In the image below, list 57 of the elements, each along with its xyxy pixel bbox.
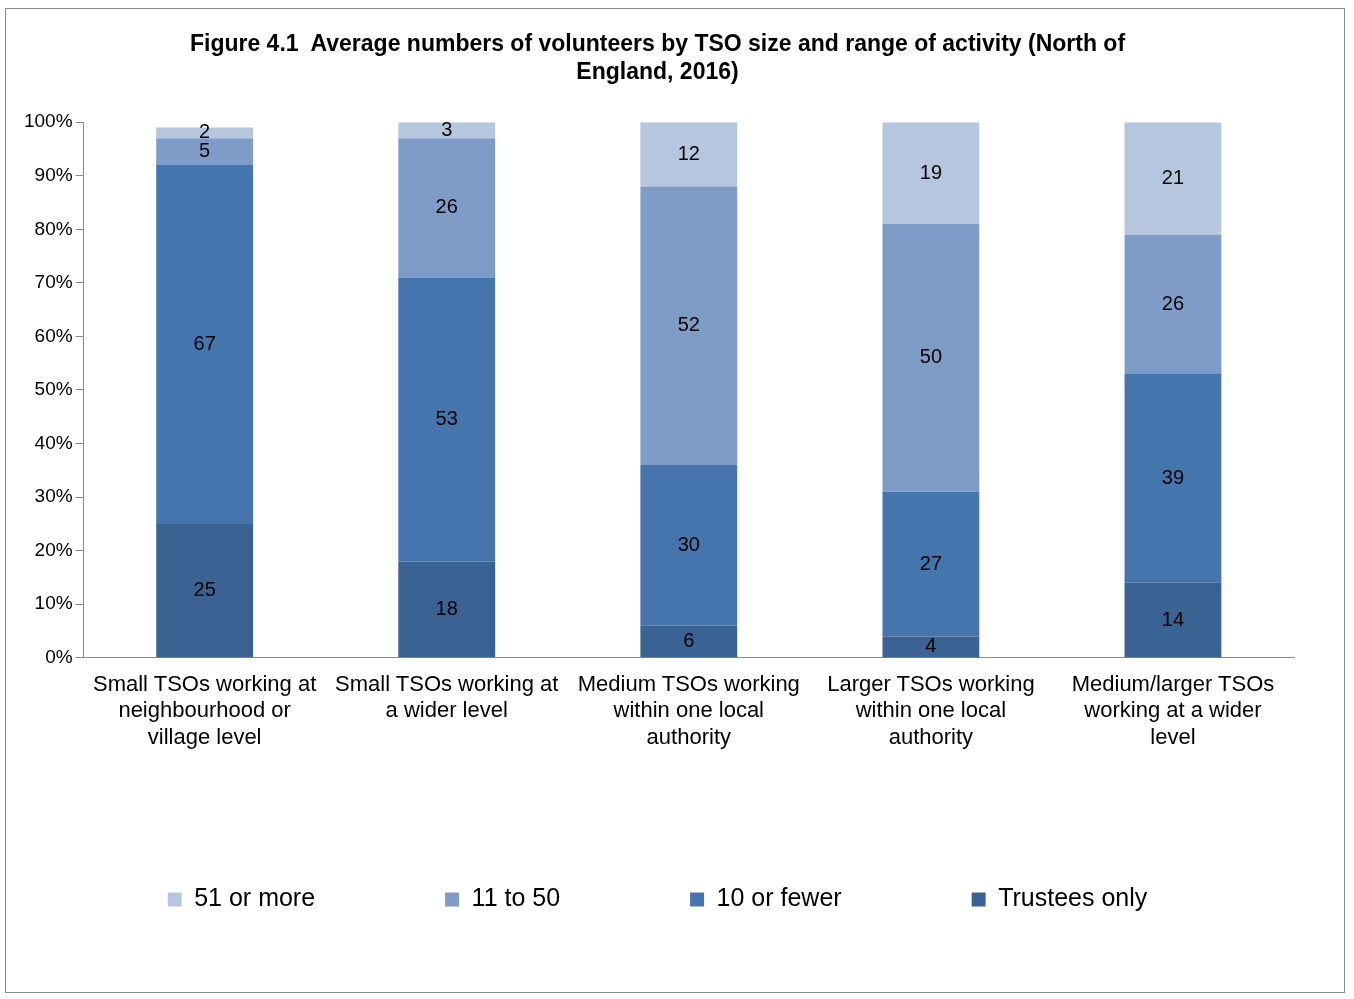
x-tick-label: Small TSOs working at a wider level [335,671,559,723]
data-label: 14 [1161,607,1185,630]
data-label: 4 [925,634,937,657]
legend-label: 10 or fewer [716,883,842,912]
y-tick-label: 70% [34,271,73,293]
bar [398,561,496,658]
bar [1124,122,1222,235]
bar [156,138,254,166]
y-tick-label: 10% [34,592,73,614]
x-tick-label: Medium TSOs working within one local authority [577,671,800,749]
bar [882,122,980,224]
bar [398,277,496,562]
x-tick-label: Small TSOs working at neighbourhood or village level [92,671,317,749]
bar [1124,234,1222,374]
legend-label: 51 or more [194,883,316,912]
legend-label: Trustees only [998,883,1148,912]
bar [156,523,254,658]
y-tick-label: 100% [23,110,73,132]
y-tick-label: 40% [34,431,73,453]
x-tick-label: Larger TSOs working within one local authority [827,671,1035,749]
data-label: 6 [683,629,695,651]
data-label: 3 [441,117,453,140]
data-label: 27 [919,551,942,574]
bar [398,138,496,278]
legend-label: 11 to 50 [471,883,561,912]
data-label: 26 [435,195,458,218]
y-tick-label: 30% [34,485,73,507]
data-label: 50 [919,345,942,368]
data-label: 26 [1161,291,1185,314]
data-label: 30 [677,532,700,555]
bar [882,491,980,637]
y-tick-label: 20% [34,538,73,560]
bar [882,636,980,658]
data-label: 19 [919,160,942,183]
bar [640,186,738,465]
chart-title: Figure 4.1 Average numbers of volunteers by TSO size and range of activity (North of England, 2016) [189,30,1126,84]
data-label: 12 [677,141,700,164]
bar [640,122,738,187]
data-label: 52 [677,313,700,336]
bar [156,165,254,524]
data-label: 67 [193,331,216,354]
y-tick-label: 0% [45,646,73,668]
bar [640,464,738,626]
data-label: 18 [435,596,458,619]
bar [882,223,980,492]
data-label: 25 [193,578,216,601]
y-tick-label: 90% [34,163,73,185]
data-label: 39 [1161,465,1185,488]
y-tick-label: 50% [34,378,73,400]
data-label: 53 [435,406,458,429]
y-tick-label: 60% [34,324,73,346]
bar [1124,582,1222,658]
y-tick-label: 80% [34,217,73,239]
data-label: 21 [1161,165,1185,188]
bar [640,625,738,658]
bar [1124,373,1222,583]
x-tick-label: Medium/larger TSOs working at a wider level [1071,671,1275,749]
